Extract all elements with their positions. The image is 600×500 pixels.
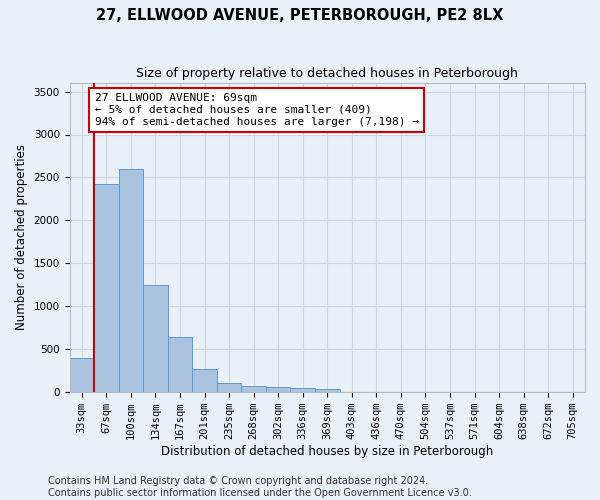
Bar — [315, 389, 340, 392]
Bar — [217, 383, 241, 392]
Bar — [94, 184, 119, 392]
Bar — [266, 386, 290, 392]
X-axis label: Distribution of detached houses by size in Peterborough: Distribution of detached houses by size … — [161, 444, 493, 458]
Bar — [241, 386, 266, 392]
Y-axis label: Number of detached properties: Number of detached properties — [15, 144, 28, 330]
Bar — [70, 358, 94, 392]
Bar — [119, 169, 143, 392]
Text: 27, ELLWOOD AVENUE, PETERBOROUGH, PE2 8LX: 27, ELLWOOD AVENUE, PETERBOROUGH, PE2 8L… — [97, 8, 503, 22]
Bar — [143, 286, 168, 392]
Bar — [168, 337, 192, 392]
Text: 27 ELLWOOD AVENUE: 69sqm
← 5% of detached houses are smaller (409)
94% of semi-d: 27 ELLWOOD AVENUE: 69sqm ← 5% of detache… — [95, 94, 419, 126]
Text: Contains HM Land Registry data © Crown copyright and database right 2024.
Contai: Contains HM Land Registry data © Crown c… — [48, 476, 472, 498]
Title: Size of property relative to detached houses in Peterborough: Size of property relative to detached ho… — [136, 68, 518, 80]
Bar — [290, 388, 315, 392]
Bar — [192, 370, 217, 392]
